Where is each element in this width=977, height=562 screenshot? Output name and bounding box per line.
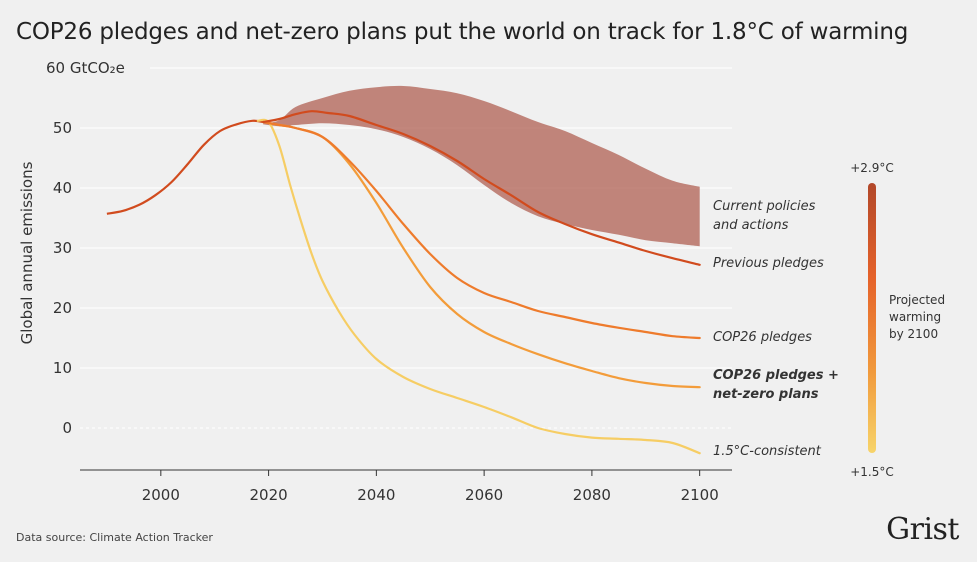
label-cop26-netzero-line1: COP26 pledges + [713,368,839,383]
x-tick-label: 2000 [142,486,180,504]
x-tick-label: 2060 [465,486,503,504]
cop26-pledges-line [262,120,701,340]
warming-gradient-bar [868,183,876,453]
current-policies-band-group [263,85,700,247]
one-point-five-line [256,118,701,455]
legend-title-line: warming [889,310,941,324]
previous-pledges-line [262,110,701,266]
grist-logo: Grist [886,512,959,547]
y-tick-label: 50 [53,119,72,137]
axes: 0 10 20 30 40 50 60 GtCO₂e 2000 2020 2040 2060 2080… [18,59,732,504]
legend-title-line: Projected [889,293,945,307]
legend-title-line: by 2100 [889,327,938,341]
y-tick-label: 20 [53,299,72,317]
y-tick-label: 10 [53,359,72,377]
label-cop26-netzero-line2: net-zero plans [713,387,819,402]
current-policies-band [263,85,700,247]
grid-lines [80,67,732,429]
label-one-point-five: 1.5°C-consistent [713,444,822,459]
series-labels: Current policies and actions Previous pled… [713,199,839,459]
y-unit-label: 60 GtCO₂e [46,59,125,77]
label-current-policies-line1: Current policies [713,199,816,214]
label-previous-pledges: Previous pledges [713,256,824,271]
warming-legend: +2.9°C +1.5°C Projected warming by 2100 [850,161,945,479]
chart-title: COP26 pledges and net-zero plans put the… [16,19,909,46]
legend-min-label: +1.5°C [850,465,894,479]
y-tick-label: 40 [53,179,72,197]
label-current-policies-line2: and actions [713,218,789,233]
x-tick-label: 2040 [357,486,395,504]
legend-max-label: +2.9°C [850,161,894,175]
label-cop26-pledges: COP26 pledges [713,330,812,345]
x-tick-label: 2080 [573,486,611,504]
y-tick-label: 30 [53,239,72,257]
x-tick-label: 2100 [681,486,719,504]
y-tick-label: 0 [62,419,72,437]
y-axis-title: Global annual emissions [18,161,36,344]
x-tick-label: 2020 [250,486,288,504]
historical-emissions-line [106,119,264,215]
data-source-note: Data source: Climate Action Tracker [16,531,213,544]
series-lines [106,110,701,455]
